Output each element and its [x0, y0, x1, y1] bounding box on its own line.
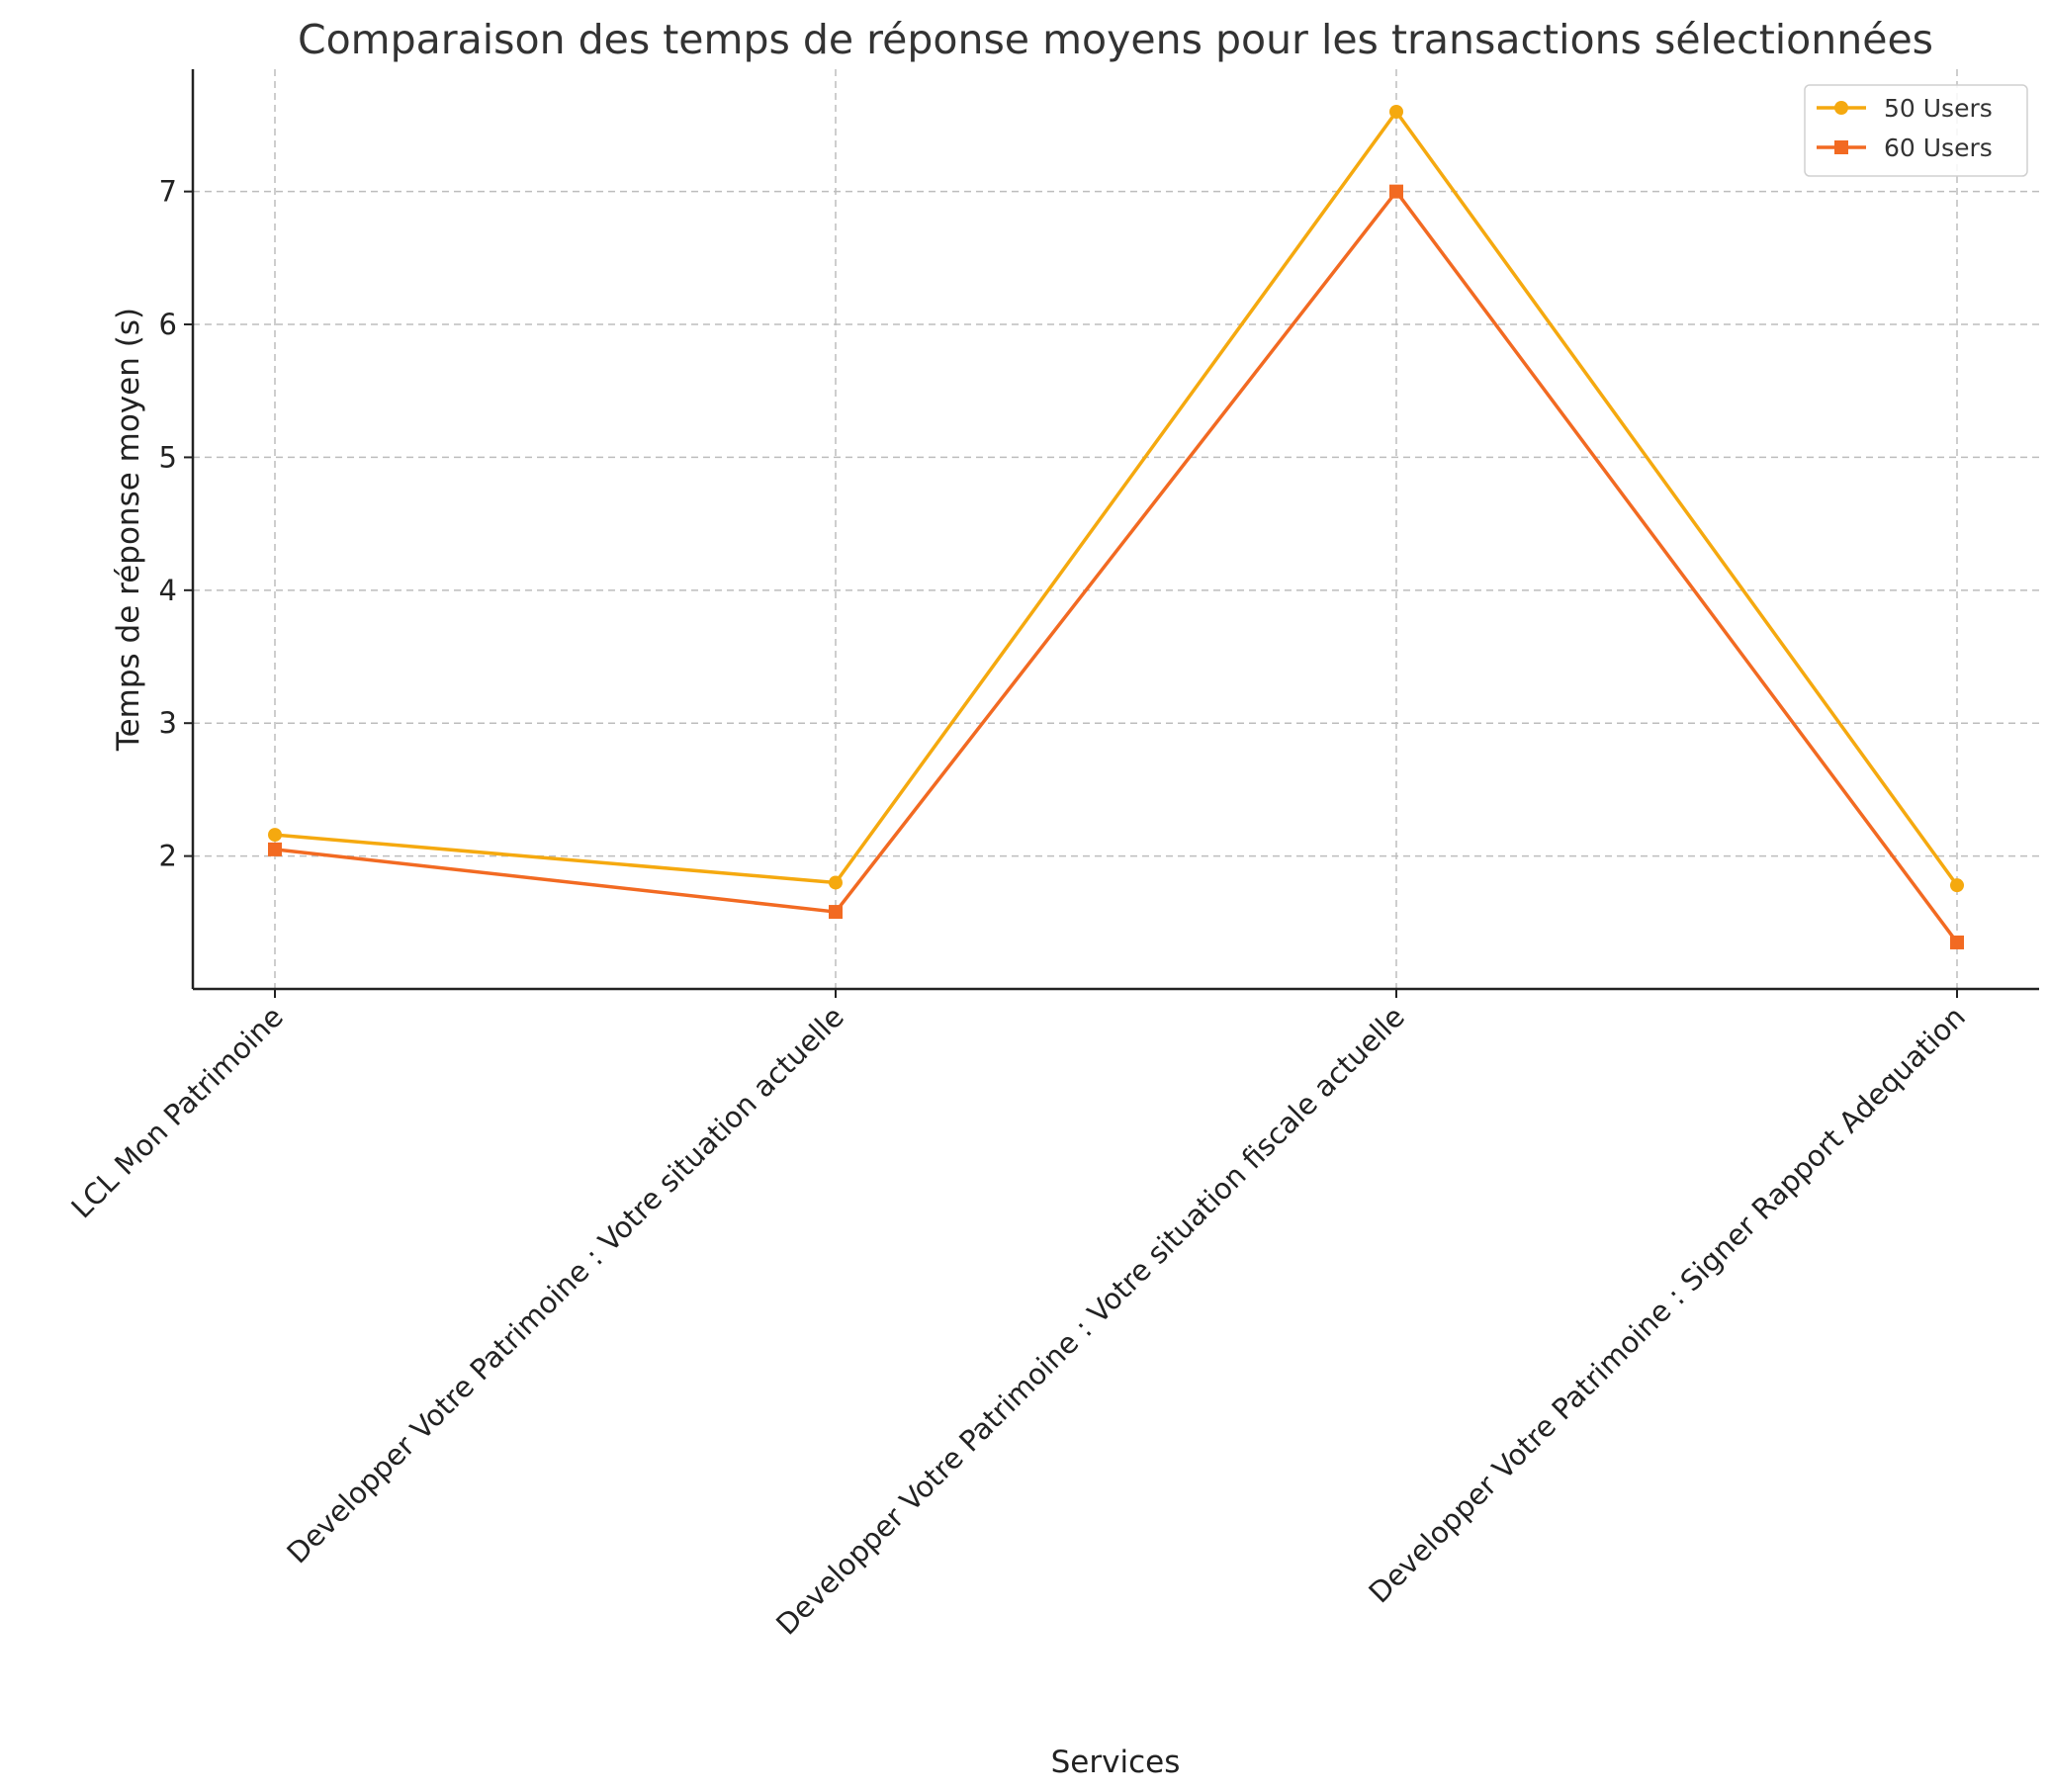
y-axis-label: Temps de réponse moyen (s) — [111, 308, 146, 752]
data-point — [268, 842, 282, 856]
y-tick-label: 3 — [159, 706, 177, 740]
x-tick-label: LCL Mon Patrimoine — [64, 1000, 290, 1225]
series-line — [274, 110, 1959, 887]
y-tick-label: 2 — [159, 840, 177, 873]
legend-item: 50 Users — [1817, 94, 1993, 123]
legend-marker — [1834, 140, 1848, 154]
chart-title: Comparaison des temps de réponse moyens … — [298, 16, 1933, 63]
data-point — [829, 905, 843, 920]
data-series — [268, 105, 1964, 949]
y-ticks: 2 3 4 5 6 7 — [159, 175, 193, 873]
data-point — [1389, 105, 1403, 120]
series-2 — [268, 184, 1964, 949]
y-tick-label: 4 — [159, 574, 177, 607]
data-point — [1950, 935, 1964, 949]
data-point — [1950, 878, 1964, 893]
legend-label: 50 Users — [1884, 94, 1993, 123]
legend-marker — [1834, 101, 1848, 115]
data-point — [1389, 184, 1403, 199]
axes — [191, 69, 2039, 991]
x-axis-label: Services — [1051, 1745, 1181, 1780]
series-1 — [268, 105, 1964, 893]
legend-item: 60 Users — [1817, 134, 1993, 162]
y-tick-label: 5 — [159, 440, 177, 474]
y-tick-label: 6 — [159, 308, 177, 341]
data-point — [268, 828, 282, 843]
legend-label: 60 Users — [1884, 134, 1993, 162]
data-point — [829, 875, 843, 890]
y-tick-label: 7 — [159, 175, 177, 209]
x-tick-label: Developper Votre Patrimoine : Votre situ… — [280, 1000, 850, 1570]
x-tick-label: Developper Votre Patrimoine : Votre situ… — [769, 1000, 1411, 1642]
series-line — [274, 189, 1959, 944]
legend: 50 Users 60 Users — [1804, 84, 2028, 177]
x-tick-label: Developper Votre Patrimoine : Signer Rap… — [1362, 1000, 1972, 1610]
